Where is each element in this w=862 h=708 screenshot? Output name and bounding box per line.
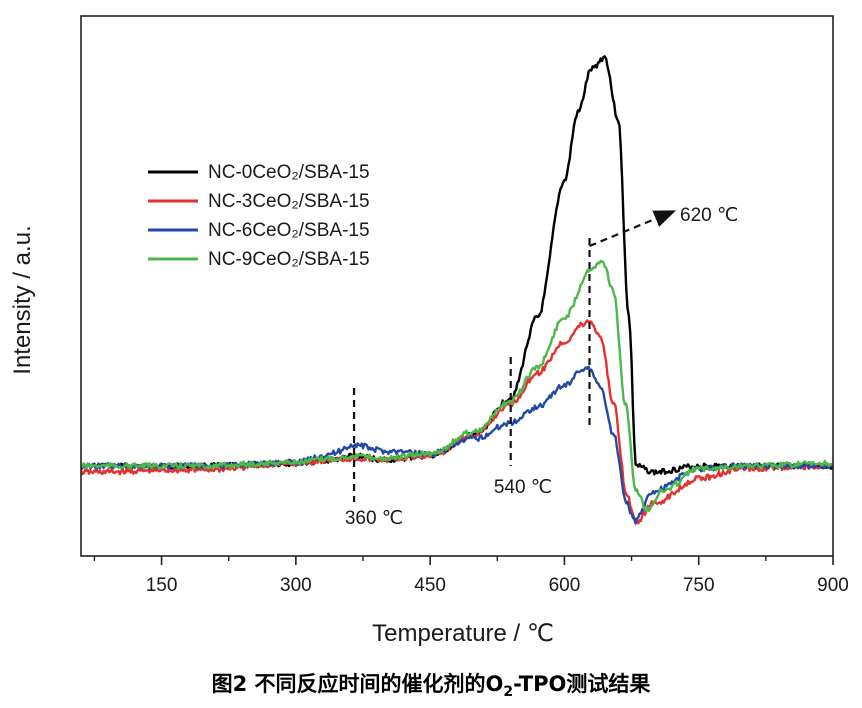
tpo-chart: 150 300 450 600 750 900 Temperature / ℃ Inten… (9, 15, 849, 647)
caption-subscript: 2 (503, 684, 514, 701)
series-line-1 (81, 319, 833, 525)
x-axis-title: Temperature / ℃ (372, 620, 554, 647)
x-tick-label-300: 300 (280, 575, 312, 596)
x-tick-label-750: 750 (683, 575, 715, 596)
x-tick-label-600: 600 (549, 575, 581, 596)
annotation-620: 620 ℃ (680, 205, 738, 226)
x-tick-label-900: 900 (817, 575, 849, 596)
series-line-0 (81, 55, 833, 476)
legend: NC-0CeO₂/SBA-15 NC-3CeO₂/SBA-15 NC-6CeO₂… (148, 162, 370, 270)
figure-caption: 图2 不同反应时间的催化剂的O2-TPO测试结果 (0, 668, 862, 700)
x-tick-label-450: 450 (414, 575, 446, 596)
legend-item-1: NC-3CeO₂/SBA-15 (148, 191, 370, 212)
annotation-540: 540 ℃ (494, 477, 552, 498)
legend-item-0: NC-0CeO₂/SBA-15 (148, 162, 370, 183)
legend-item-2: NC-6CeO₂/SBA-15 (148, 220, 370, 241)
x-axis-ticks: 150 300 450 600 750 900 (93, 556, 849, 596)
legend-label-3: NC-9CeO₂/SBA-15 (208, 249, 370, 270)
annotation-arrow-620 (589, 210, 677, 248)
series-layer (81, 55, 833, 525)
caption-prefix: 图2 不同反应时间的催化剂的O (211, 672, 504, 696)
series-line-2 (81, 365, 833, 525)
annotation-360: 360 ℃ (345, 508, 403, 529)
plot-frame (80, 15, 834, 557)
x-tick-label-150: 150 (146, 575, 178, 596)
legend-item-3: NC-9CeO₂/SBA-15 (148, 249, 370, 270)
legend-label-2: NC-6CeO₂/SBA-15 (208, 220, 370, 241)
legend-label-0: NC-0CeO₂/SBA-15 (208, 162, 370, 183)
caption-suffix: -TPO测试结果 (513, 672, 651, 696)
series-line-3 (81, 259, 833, 512)
legend-label-1: NC-3CeO₂/SBA-15 (208, 191, 370, 212)
y-axis-title: Intensity / a.u. (9, 225, 36, 374)
